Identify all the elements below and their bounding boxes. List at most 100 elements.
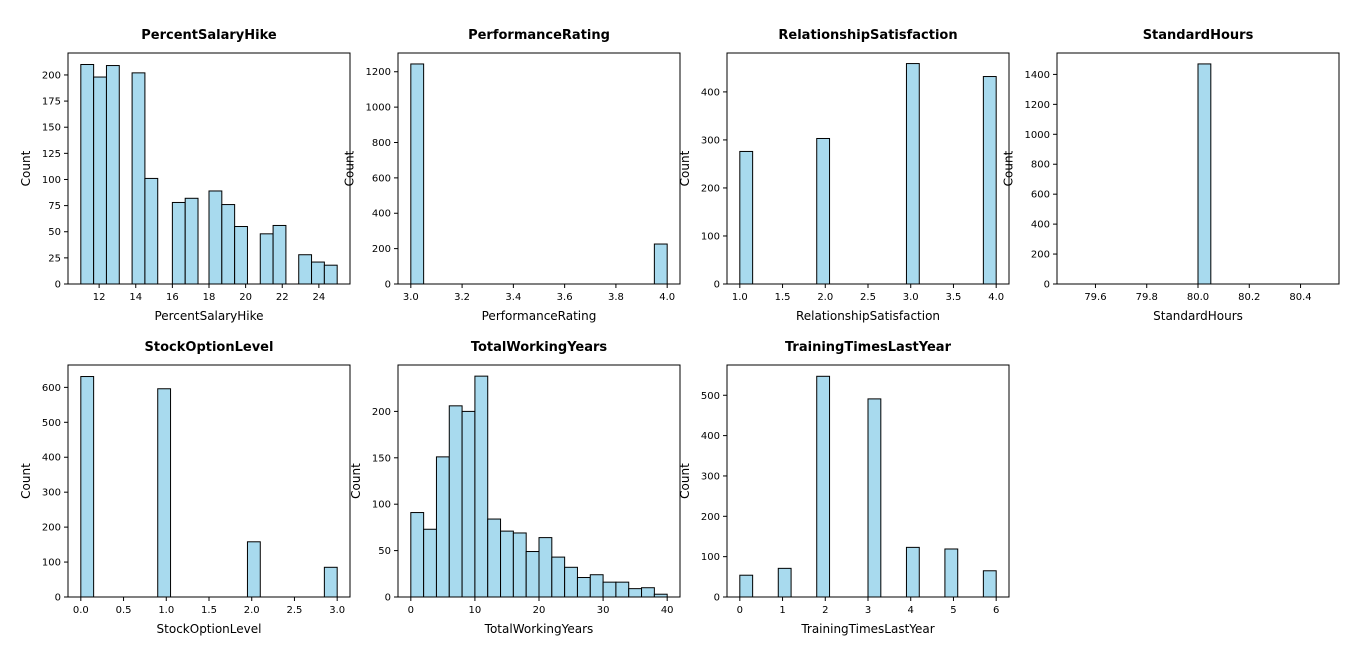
- x-axis-label: StandardHours: [1153, 309, 1243, 323]
- y-tick-label: 600: [372, 173, 391, 184]
- x-tick-label: 79.6: [1084, 292, 1106, 303]
- histogram-bar: [628, 588, 643, 598]
- y-tick-label: 1000: [1025, 130, 1050, 141]
- histogram-bar: [80, 63, 95, 285]
- x-tick-label: 0: [737, 605, 743, 616]
- x-tick-label: 3.2: [454, 292, 470, 303]
- histogram-bar: [246, 541, 261, 598]
- y-tick-label: 1400: [1025, 70, 1050, 81]
- histogram-bar: [435, 456, 450, 598]
- x-tick-label: 2.5: [860, 292, 876, 303]
- histogram-bar: [184, 197, 199, 285]
- histogram-bar: [500, 530, 514, 598]
- x-tick-label: 20: [239, 292, 252, 303]
- chart-title: PercentSalaryHike: [141, 28, 277, 43]
- x-tick-label: 3.8: [608, 292, 624, 303]
- histogram-bar: [461, 410, 476, 598]
- y-tick-label: 200: [372, 244, 391, 255]
- y-tick-label: 1200: [366, 67, 391, 78]
- plot-frame: [397, 52, 681, 285]
- y-tick-label: 100: [372, 500, 391, 511]
- histogram-panel: 0 1 2 3 4 5 6 0 100 200 300 400 500 TrainingTimesLast…: [678, 340, 1010, 636]
- x-tick-label: 3.4: [505, 292, 521, 303]
- y-tick-label: 1200: [1025, 100, 1050, 111]
- histogram-bar: [80, 376, 95, 598]
- histogram-bar: [423, 528, 437, 598]
- x-tick-label: 40: [661, 605, 674, 616]
- histogram-bar: [208, 190, 223, 285]
- histogram-bar: [538, 537, 553, 598]
- histogram-panel: 79.6 79.8 80.0 80.2 80.4 0 200 400 600 800 1000 120…: [1001, 28, 1340, 323]
- x-tick-label: 80.4: [1289, 292, 1311, 303]
- histogram-panel: 0.0 0.5 1.0 1.5 2.0 2.5 3.0 0 100 200 300 400 500 600…: [19, 340, 351, 636]
- chart-title: StockOptionLevel: [145, 340, 274, 355]
- y-axis-label: Count: [349, 463, 363, 499]
- y-tick-label: 100: [42, 558, 61, 569]
- histogram-bar: [311, 261, 325, 285]
- x-tick-label: 16: [166, 292, 179, 303]
- y-tick-label: 500: [42, 418, 61, 429]
- x-tick-label: 2.0: [244, 605, 260, 616]
- y-tick-label: 200: [701, 183, 720, 194]
- histogram-panel: 12 14 16 18 20 22 24 0 25 50 75 100 125 150 175 200 Perc…: [19, 28, 351, 323]
- y-axis-label: Count: [19, 463, 33, 499]
- y-tick-label: 200: [1031, 250, 1050, 261]
- histogram-bar: [410, 512, 425, 598]
- histogram-bar: [551, 556, 566, 598]
- histogram-panel: 0 10 20 30 40 0 50 100 150 200 TotalWorkingYears To…: [349, 340, 681, 636]
- x-tick-label: 1.0: [158, 605, 174, 616]
- histogram-bar: [576, 577, 591, 598]
- y-tick-label: 50: [48, 227, 61, 238]
- histogram-bar: [982, 76, 997, 285]
- x-tick-label: 0.0: [73, 605, 89, 616]
- histogram-bar: [867, 398, 882, 598]
- y-tick-label: 400: [701, 431, 720, 442]
- histogram-bar: [298, 254, 313, 285]
- y-tick-label: 400: [372, 209, 391, 220]
- x-tick-label: 2: [822, 605, 828, 616]
- histogram-bar: [525, 551, 540, 598]
- x-tick-label: 18: [203, 292, 216, 303]
- x-tick-label: 0: [408, 605, 414, 616]
- histogram-panel: 1.0 1.5 2.0 2.5 3.0 3.5 4.0 0 100 200 300 400 Relati…: [678, 28, 1010, 323]
- y-axis-label: Count: [342, 150, 356, 186]
- x-tick-label: 3.0: [903, 292, 919, 303]
- y-tick-label: 125: [42, 149, 61, 160]
- histogram-bar: [171, 201, 186, 285]
- histogram-bar: [816, 137, 831, 285]
- chart-title: TotalWorkingYears: [471, 340, 608, 355]
- y-tick-label: 175: [42, 97, 61, 108]
- y-tick-label: 200: [42, 523, 61, 534]
- x-tick-label: 1.0: [732, 292, 748, 303]
- y-tick-label: 50: [378, 546, 391, 557]
- x-tick-label: 3.5: [946, 292, 962, 303]
- y-axis-label: Count: [19, 150, 33, 186]
- x-tick-label: 4.0: [659, 292, 675, 303]
- histogram-bar: [323, 566, 338, 598]
- y-tick-label: 300: [701, 471, 720, 482]
- x-tick-label: 2.0: [817, 292, 833, 303]
- y-axis-label: Count: [678, 463, 692, 499]
- y-tick-label: 0: [714, 280, 720, 291]
- histogram-bar: [905, 546, 920, 598]
- histogram-bar: [410, 63, 425, 285]
- y-tick-label: 800: [1031, 160, 1050, 171]
- y-tick-label: 100: [701, 231, 720, 242]
- histogram-bar: [739, 150, 754, 285]
- x-tick-label: 6: [993, 605, 999, 616]
- x-axis-label: TotalWorkingYears: [484, 622, 594, 636]
- x-tick-label: 0.5: [116, 605, 132, 616]
- x-axis-label: PercentSalaryHike: [154, 309, 263, 323]
- histogram-bar: [157, 388, 172, 598]
- y-tick-label: 0: [385, 280, 391, 291]
- histogram-bar: [221, 204, 236, 285]
- chart-title: RelationshipSatisfaction: [778, 28, 957, 43]
- plot-frame: [67, 364, 351, 598]
- histogram-bar: [602, 581, 617, 598]
- histogram-bar: [448, 405, 463, 598]
- x-tick-label: 79.8: [1136, 292, 1158, 303]
- x-tick-label: 4.0: [988, 292, 1004, 303]
- histogram-bar: [512, 532, 527, 598]
- histogram-bar: [944, 548, 959, 598]
